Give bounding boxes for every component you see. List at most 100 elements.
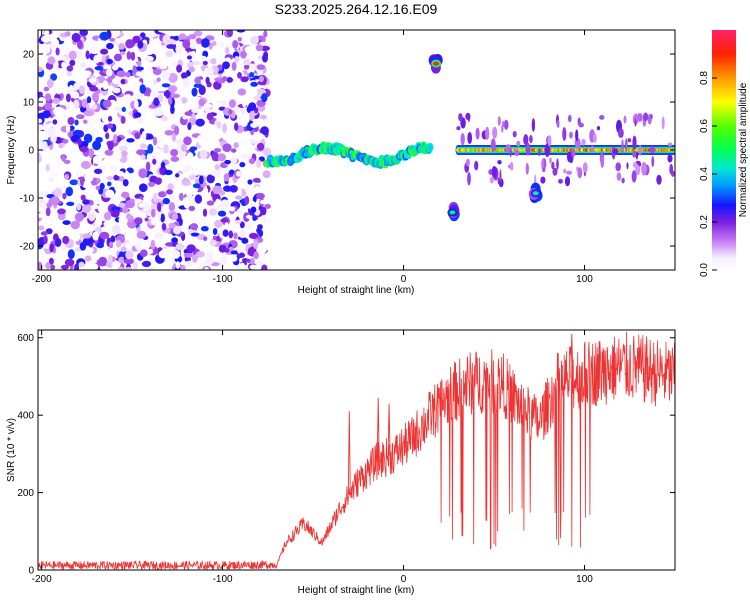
noise-cell: [66, 65, 74, 72]
faint-cell: [460, 133, 465, 146]
noise-cell: [45, 262, 51, 270]
colorbar-ticks: 0.0 0.2 0.4 0.6 0.8: [699, 71, 717, 277]
noise-cell: [49, 170, 59, 180]
noise-cell: [65, 124, 71, 133]
noise-cell: [187, 169, 193, 176]
noise-cell: [181, 143, 187, 152]
noise-cell: [152, 79, 158, 85]
noise-cell: [82, 199, 90, 205]
noise-cell: [146, 66, 151, 73]
noise-cell: [100, 48, 109, 55]
faint-cell: [529, 134, 533, 144]
noise-cell: [218, 244, 227, 253]
faint-cell: [474, 160, 479, 171]
noise-cell: [67, 249, 75, 260]
noise-cell: [153, 192, 158, 203]
noise-cell: [176, 64, 183, 73]
noise-cell: [144, 190, 151, 201]
noise-cell: [157, 202, 162, 212]
faint-cell: [510, 161, 514, 171]
noise-cell: [91, 204, 100, 210]
noise-cell: [77, 39, 83, 50]
noise-cell: [64, 258, 75, 266]
noise-cell: [126, 51, 132, 60]
noise-cell: [79, 85, 86, 95]
noise-cell: [144, 55, 154, 62]
noise-cell: [229, 206, 236, 212]
noise-cell: [52, 97, 60, 104]
noise-cell: [104, 211, 112, 221]
x-tick-label: 0: [401, 574, 407, 585]
noise-cell: [120, 225, 126, 236]
noise-cell: [57, 208, 66, 215]
noise-cell: [86, 96, 92, 104]
noise-cell: [237, 187, 242, 198]
faint-cell: [556, 119, 560, 128]
noise-cell: [249, 139, 260, 144]
noise-cell: [230, 255, 238, 262]
noise-cell: [106, 123, 114, 129]
noise-cell: [76, 202, 82, 211]
noise-cell: [158, 30, 168, 33]
noise-cell: [191, 108, 199, 113]
noise-cell: [79, 146, 89, 153]
faint-cell: [575, 129, 579, 142]
noise-cell: [209, 239, 217, 247]
faint-cell: [501, 121, 505, 128]
noise-cell: [43, 102, 53, 111]
noise-cell: [130, 51, 136, 61]
snr-x-ticks: -200 -100 0 100: [32, 330, 593, 585]
noise-cell: [170, 149, 179, 157]
noise-cell: [188, 66, 195, 73]
noise-cell: [147, 248, 154, 254]
noise-cell: [215, 132, 222, 139]
noise-cell: [164, 169, 173, 176]
noise-cell: [124, 242, 132, 250]
noise-cell: [134, 112, 142, 118]
faint-cell: [593, 133, 597, 143]
noise-cell: [214, 167, 222, 178]
noise-cell: [69, 59, 76, 67]
noise-cell: [214, 164, 220, 171]
noise-cell: [118, 145, 128, 152]
noise-cell: [128, 168, 134, 174]
faint-cell: [492, 126, 498, 139]
noise-cell: [150, 239, 156, 250]
noise-cell: [57, 166, 65, 172]
noise-cell: [168, 96, 173, 106]
noise-cell: [256, 142, 265, 151]
noise-cell: [38, 112, 48, 118]
noise-cell: [174, 125, 180, 136]
noise-cell: [216, 100, 227, 105]
noise-cell: [175, 138, 185, 145]
faint-cell: [489, 176, 494, 184]
faint-cell: [491, 166, 497, 178]
noise-cell: [95, 136, 103, 143]
faint-cell: [542, 167, 546, 173]
noise-cell: [124, 257, 134, 265]
noise-cell: [178, 218, 183, 226]
noise-cell: [111, 30, 121, 38]
noise-cell: [168, 222, 175, 229]
noise-cell: [146, 152, 153, 162]
noise-cell: [113, 106, 122, 111]
faint-cell: [499, 169, 502, 183]
faint-cell: [667, 154, 673, 163]
noise-cell: [180, 72, 188, 79]
noise-cell: [147, 143, 154, 154]
noise-cell: [135, 240, 142, 251]
noise-cell: [195, 177, 200, 185]
faint-cell: [525, 142, 531, 156]
noise-cell: [232, 40, 239, 49]
noise-cell: [205, 76, 210, 84]
noise-cell: [151, 61, 161, 68]
noise-cell: [220, 199, 231, 208]
faint-cell: [649, 146, 655, 154]
noise-cell: [69, 179, 79, 186]
faint-cell: [625, 138, 628, 152]
faint-cell: [651, 156, 655, 168]
noise-cell: [61, 154, 66, 162]
blob-core-cell: [449, 210, 456, 215]
noise-cell: [236, 112, 243, 117]
noise-cell: [151, 208, 156, 218]
